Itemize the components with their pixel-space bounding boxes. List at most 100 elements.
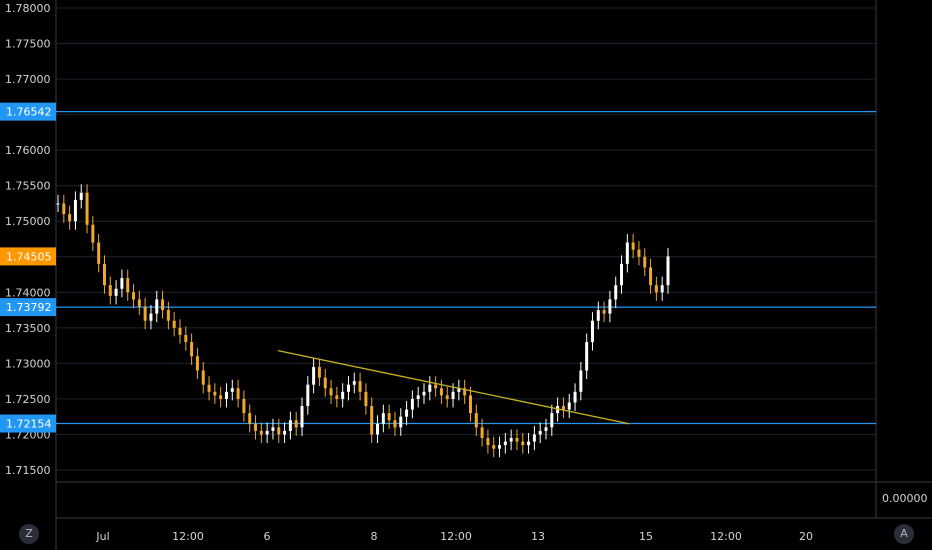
candle-body	[596, 310, 600, 321]
candle-body	[68, 214, 72, 222]
candle-body	[323, 377, 327, 389]
candle-body	[422, 391, 426, 396]
y-tick-label: 1.71500	[5, 464, 51, 477]
candle-body	[300, 406, 304, 428]
candle-body	[381, 413, 385, 424]
candle-body	[265, 430, 269, 435]
candle-body	[492, 445, 496, 449]
candle-body	[79, 192, 83, 200]
candle-body	[527, 441, 531, 446]
candle-body	[608, 299, 612, 314]
x-tick-label: 6	[264, 530, 271, 543]
candle-body	[213, 391, 217, 396]
x-tick-label: Jul	[95, 530, 109, 543]
candle-body	[376, 423, 380, 435]
candle-body	[620, 263, 624, 286]
candle-body	[556, 406, 560, 414]
candle-body	[335, 395, 339, 399]
candle-body	[538, 430, 542, 435]
candle-body	[190, 342, 194, 357]
candle-body	[358, 381, 362, 392]
candle-body	[416, 395, 420, 399]
candle-body	[230, 388, 234, 392]
candle-body	[271, 427, 275, 431]
candle-body	[288, 420, 292, 431]
candle-body	[637, 249, 641, 257]
candle-body	[434, 384, 438, 389]
price-badge	[0, 414, 56, 433]
candle-body	[503, 441, 507, 446]
y-tick-label: 1.72500	[5, 393, 51, 406]
candle-body	[126, 278, 130, 293]
candle-body	[399, 416, 403, 428]
candle-body	[573, 391, 577, 403]
y-tick-label: 1.77500	[5, 38, 51, 51]
y-tick-label: 1.75500	[5, 180, 51, 193]
x-tick-label: 13	[531, 530, 545, 543]
candle-body	[445, 395, 449, 399]
candle-body	[428, 384, 432, 392]
x-tick-label: 12:00	[172, 530, 204, 543]
candle-body	[254, 423, 258, 431]
candle-body	[370, 406, 374, 435]
candle-body	[91, 224, 95, 243]
x-axis-ticks: Jul 12:00 6 8 12:00 13 15 12:00 20	[95, 530, 813, 543]
right-corner-button[interactable]: A	[894, 524, 914, 544]
candle-body	[654, 285, 658, 293]
candle-body	[410, 398, 414, 410]
candle-body	[468, 395, 472, 414]
candle-body	[56, 203, 60, 205]
candle-body	[387, 413, 391, 421]
candle-body	[515, 438, 519, 442]
candle-body	[509, 438, 513, 442]
y-axis-ticks: 1.780001.775001.770001.765001.760001.755…	[5, 2, 51, 477]
candles	[56, 184, 670, 458]
bottom-pane-value: 0.00000	[882, 492, 928, 505]
candle-body	[242, 398, 246, 414]
candle-body	[143, 306, 147, 321]
candle-body	[660, 285, 664, 293]
y-tick-label: 1.77000	[5, 73, 51, 86]
y-tick-label: 1.78000	[5, 2, 51, 15]
candle-body	[108, 285, 112, 296]
candle-body	[155, 299, 159, 314]
price-badges: 1.76542 1.73792 1.72154 1.74505	[0, 102, 56, 433]
candle-body	[631, 242, 635, 250]
candle-body	[341, 391, 345, 399]
x-tick-label: 12:00	[440, 530, 472, 543]
candle-body	[178, 327, 182, 335]
candle-body	[625, 242, 629, 264]
candle-body	[532, 434, 536, 442]
candle-body	[97, 242, 101, 264]
y-tick-label: 1.75000	[5, 215, 51, 228]
horizontal-levels[interactable]	[56, 111, 876, 425]
candle-body	[463, 388, 467, 396]
candle-body	[317, 366, 321, 378]
candle-body	[102, 263, 106, 286]
x-tick-label: 20	[799, 530, 813, 543]
candle-body	[405, 409, 409, 417]
candle-body	[137, 299, 141, 307]
candle-body	[585, 342, 589, 371]
candle-body	[219, 395, 223, 399]
candle-body	[201, 370, 205, 385]
candle-body	[132, 292, 136, 300]
candle-body	[643, 256, 647, 268]
left-corner-button[interactable]: Z	[19, 524, 39, 544]
candle-body	[439, 388, 443, 396]
candle-body	[161, 299, 165, 311]
price-badge-label: 1.73792	[6, 301, 52, 314]
candle-body	[114, 288, 118, 296]
candle-body	[294, 420, 298, 428]
grid	[56, 7, 876, 471]
candle-body	[561, 406, 565, 410]
candle-body	[393, 420, 397, 428]
candle-body	[172, 320, 176, 328]
candle-body	[614, 285, 618, 300]
trendline[interactable]	[277, 349, 630, 425]
candle-body	[474, 413, 478, 428]
candle-body	[85, 192, 89, 225]
candle-body	[184, 334, 188, 343]
candle-body	[457, 388, 461, 392]
